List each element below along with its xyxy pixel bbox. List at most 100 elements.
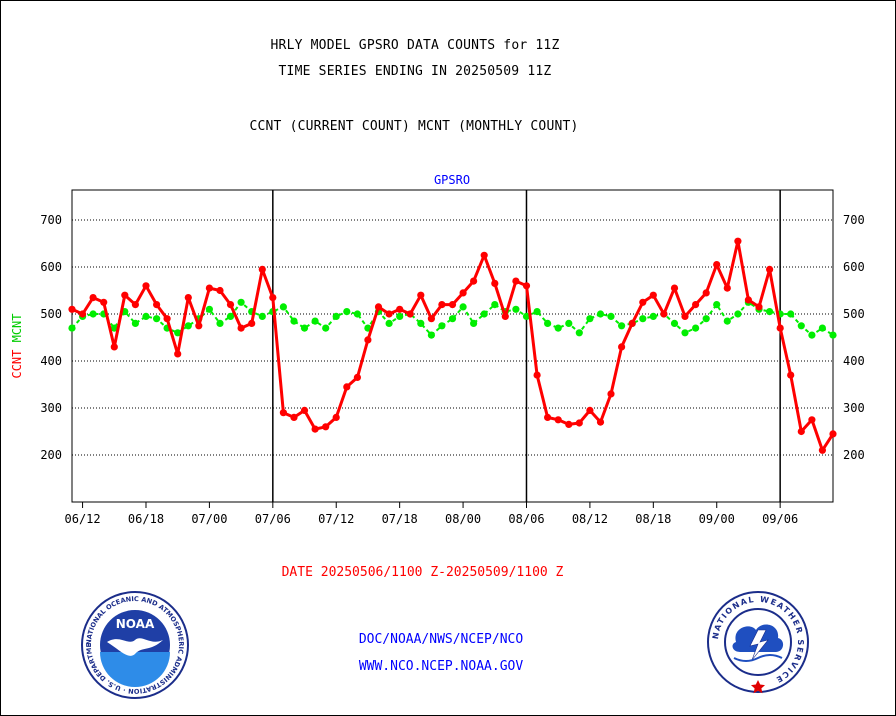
- data-point-mcnt: [438, 322, 446, 330]
- data-point-ccnt: [406, 310, 414, 318]
- data-point-ccnt: [438, 301, 446, 309]
- svg-text:CCNT MCNT: CCNT MCNT: [10, 313, 24, 378]
- data-point-mcnt: [470, 319, 478, 327]
- panel-label: GPSRO: [434, 173, 470, 187]
- x-tick-labels: 06/12 06/18 07/00 07/06 07/12 07/18 08/00 08/06…: [65, 502, 798, 526]
- data-point-ccnt: [332, 413, 340, 421]
- day-separators: [272, 190, 781, 502]
- nws-logo-icon: NATIONAL WEATHER SERVICE: [707, 591, 809, 694]
- data-point-mcnt: [279, 303, 287, 311]
- data-point-mcnt: [332, 312, 340, 320]
- data-point-mcnt: [808, 331, 816, 339]
- data-point-mcnt: [618, 322, 626, 330]
- data-point-ccnt: [618, 343, 626, 351]
- y-axis-label: CCNT MCNT: [10, 313, 24, 378]
- data-point-ccnt: [649, 291, 657, 299]
- data-point-ccnt: [734, 237, 742, 245]
- series-line-ccnt: [71, 239, 835, 452]
- data-point-ccnt: [470, 277, 478, 285]
- y-tick-label-right: 700: [843, 213, 865, 227]
- data-point-ccnt: [533, 371, 541, 379]
- data-point-mcnt: [427, 331, 435, 339]
- y-tick-label-right: 200: [843, 448, 865, 462]
- data-point-ccnt: [364, 336, 372, 344]
- noaa-logo-text: NOAA: [116, 617, 155, 631]
- data-point-ccnt: [258, 265, 266, 273]
- data-point-ccnt: [396, 305, 404, 313]
- data-point-mcnt: [723, 317, 731, 325]
- data-point-ccnt: [639, 298, 647, 306]
- data-point-ccnt: [417, 291, 425, 299]
- data-point-ccnt: [237, 324, 245, 332]
- data-point-ccnt: [692, 301, 700, 309]
- data-point-ccnt: [818, 446, 827, 454]
- data-point-mcnt: [713, 301, 721, 309]
- data-point-ccnt: [427, 315, 435, 323]
- doc-link[interactable]: DOC/NOAA/NWS/NCEP/NCO: [358, 632, 524, 647]
- data-point-ccnt: [184, 294, 192, 302]
- data-point-ccnt: [300, 406, 309, 414]
- data-point-mcnt: [829, 331, 837, 339]
- data-point-ccnt: [269, 294, 277, 302]
- data-point-ccnt: [89, 294, 97, 302]
- noaa-logo-icon: NATIONAL OCEANIC AND ATMOSPHERIC ADMINIS…: [80, 590, 189, 699]
- x-tick-label: 09/06: [762, 512, 798, 526]
- x-tick-label: 06/18: [128, 512, 164, 526]
- data-point-ccnt: [153, 301, 161, 309]
- x-tick-label: 08/18: [635, 512, 671, 526]
- data-point-ccnt: [797, 427, 805, 436]
- data-point-ccnt: [607, 390, 615, 398]
- data-point-ccnt: [174, 350, 182, 358]
- data-point-ccnt: [480, 251, 488, 259]
- data-point-ccnt: [374, 303, 383, 311]
- chart-title-line1: HRLY MODEL GPSRO DATA COUNTS for 11Z: [270, 38, 560, 53]
- data-point-ccnt: [353, 373, 361, 381]
- date-range: DATE 20250506/1100 Z-20250509/1100 Z: [281, 565, 564, 580]
- data-point-ccnt: [565, 420, 573, 428]
- y-tick-label-left: 700: [40, 213, 62, 227]
- data-point-mcnt: [554, 324, 562, 332]
- data-point-mcnt: [131, 319, 139, 327]
- data-point-mcnt: [692, 324, 700, 332]
- data-point-ccnt: [554, 416, 562, 424]
- website-link[interactable]: WWW.NCO.NCEP.NOAA.GOV: [358, 659, 524, 674]
- data-point-mcnt: [639, 315, 647, 323]
- data-point-mcnt: [607, 312, 615, 320]
- x-tick-label: 07/00: [191, 512, 227, 526]
- data-point-ccnt: [79, 310, 87, 318]
- data-point-ccnt: [660, 310, 668, 318]
- data-point-mcnt: [448, 315, 457, 323]
- data-point-mcnt: [797, 322, 805, 330]
- data-point-ccnt: [501, 312, 509, 320]
- y-tick-label-left: 300: [40, 401, 62, 415]
- data-point-ccnt: [100, 298, 108, 306]
- data-point-mcnt: [396, 312, 404, 320]
- x-tick-label: 08/12: [572, 512, 608, 526]
- chart-title-line2: TIME SERIES ENDING IN 20250509 11Z: [278, 64, 552, 79]
- data-point-ccnt: [596, 418, 605, 426]
- data-point-mcnt: [290, 317, 298, 325]
- data-point-ccnt: [670, 284, 679, 292]
- data-point-ccnt: [723, 284, 731, 292]
- data-point-ccnt: [512, 277, 520, 285]
- data-point-mcnt: [649, 312, 657, 320]
- y-tick-label-left: 200: [40, 448, 62, 462]
- data-point-mcnt: [216, 319, 224, 327]
- y-tick-label-left: 400: [40, 354, 62, 368]
- data-point-mcnt: [89, 310, 97, 318]
- chart-subtitle: CCNT (CURRENT COUNT) MCNT (MONTHLY COUNT…: [249, 119, 579, 134]
- data-point-ccnt: [110, 343, 118, 351]
- x-tick-label: 08/06: [508, 512, 544, 526]
- data-point-ccnt: [195, 322, 203, 330]
- data-point-ccnt: [575, 419, 583, 427]
- ylabel-mcnt: MCNT: [10, 313, 24, 342]
- data-point-mcnt: [681, 329, 689, 337]
- plot-frame: [71, 189, 834, 503]
- data-point-ccnt: [142, 282, 150, 290]
- y-tick-label-right: 500: [843, 307, 865, 321]
- data-point-mcnt: [205, 305, 213, 313]
- data-point-ccnt: [787, 371, 795, 379]
- y-tick-labels: 200 200 300 300 400 400 500 500 600 600 700 700: [40, 213, 864, 462]
- y-tick-label-right: 600: [843, 260, 865, 274]
